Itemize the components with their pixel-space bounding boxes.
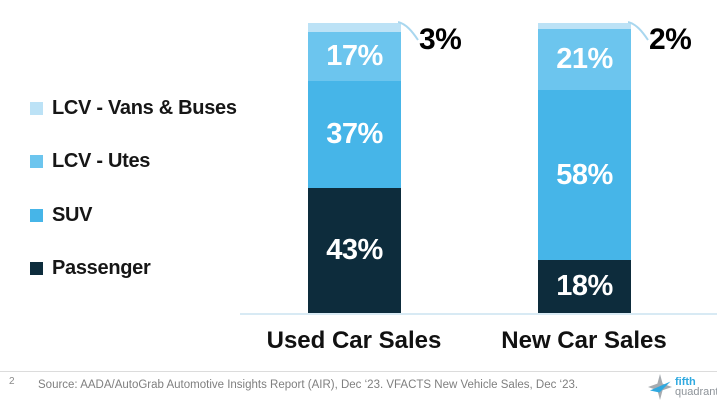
legend-label-lcv-vans-buses: LCV - Vans & Buses (52, 96, 237, 119)
legend-label-passenger: Passenger (52, 256, 151, 279)
legend-swatch-lcv-vans-buses (30, 101, 43, 115)
segment-value-label: 21% (556, 43, 613, 76)
callout-label-used: 3% (419, 23, 462, 56)
segment-used-suv: 37% (308, 81, 401, 189)
segment-new-passenger: 18% (538, 260, 631, 313)
bar-used-car-sales: 17% 37% 43% (308, 23, 401, 313)
category-label-used-car-sales: Used Car Sales (266, 327, 442, 354)
legend-label-lcv-utes: LCV - Utes (52, 149, 151, 172)
segment-value-label: 37% (326, 118, 383, 151)
segment-new-suv: 58% (538, 90, 631, 261)
callout-line (398, 21, 419, 41)
x-axis-line (240, 313, 717, 315)
source-citation: Source: AADA/AutoGrab Automotive Insight… (38, 379, 579, 391)
callout-line (628, 21, 649, 41)
legend-item-lcv-vans-buses: LCV - Vans & Buses (30, 97, 237, 119)
legend-swatch-lcv-utes (30, 154, 43, 168)
segment-value-label: 18% (556, 270, 613, 303)
segment-new-lcv-utes: 21% (538, 28, 631, 91)
logo-wordmark: fifth quadrant (675, 376, 717, 398)
logo-word-fifth: fifth (675, 376, 696, 388)
legend-swatch-suv (30, 208, 43, 222)
segment-value-label: 43% (326, 234, 383, 267)
segment-used-passenger: 43% (308, 188, 401, 313)
legend-item-suv: SUV (30, 203, 93, 226)
logo-word-quadrant: quadrant (675, 386, 717, 398)
segment-new-lcv-vans-buses (538, 23, 631, 29)
legend-swatch-passenger (30, 261, 43, 275)
category-label-new-car-sales: New Car Sales (501, 327, 667, 354)
legend-item-passenger: Passenger (30, 256, 151, 279)
bar-new-car-sales: 21% 58% 18% (538, 23, 631, 313)
segment-used-lcv-utes: 17% (308, 31, 401, 82)
page-number: 2 (9, 376, 15, 387)
segment-used-lcv-vans-buses (308, 23, 401, 32)
footer-divider (0, 371, 717, 372)
segment-value-label: 17% (326, 39, 383, 72)
segment-value-label: 58% (556, 158, 613, 191)
fifth-quadrant-logo: fifth quadrant (648, 374, 717, 400)
callout-label-new: 2% (649, 23, 692, 56)
legend-item-lcv-utes: LCV - Utes (30, 150, 150, 172)
legend-label-suv: SUV (52, 203, 93, 226)
compass-star-icon (648, 374, 672, 400)
